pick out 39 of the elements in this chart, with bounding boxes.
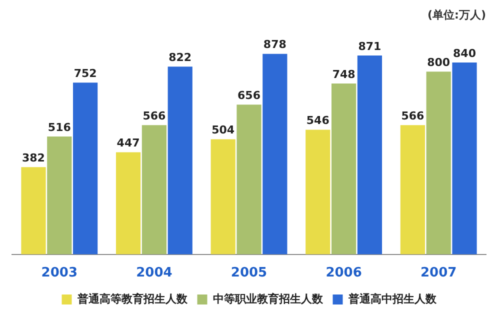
data-label: 504 <box>212 124 235 137</box>
bar <box>331 84 356 254</box>
legend-label: 普通高等教育招生人数 <box>76 292 188 306</box>
x-tick-label: 2006 <box>326 266 362 281</box>
data-label: 871 <box>358 40 382 53</box>
data-label: 800 <box>427 56 450 70</box>
x-tick-label: 2007 <box>420 266 457 281</box>
data-label: 566 <box>401 109 425 122</box>
bar <box>210 139 236 254</box>
data-label: 566 <box>142 109 166 122</box>
bar <box>400 125 425 254</box>
bar <box>357 55 382 254</box>
bar <box>47 136 72 254</box>
bar <box>236 104 262 254</box>
data-label: 748 <box>332 68 356 81</box>
data-label: 656 <box>238 88 261 102</box>
bar <box>306 130 330 254</box>
data-label: 840 <box>453 46 476 60</box>
bar <box>168 66 192 254</box>
x-tick-label: 2005 <box>230 266 268 281</box>
data-label: 546 <box>306 114 330 128</box>
data-label: 878 <box>263 38 286 52</box>
bar <box>116 152 141 254</box>
bar <box>73 82 98 254</box>
data-label: 447 <box>116 136 140 150</box>
bar <box>21 167 46 254</box>
bar <box>426 72 451 254</box>
text: (单位:万人) <box>428 8 486 22</box>
legend-label: 普通高中招生人数 <box>347 292 438 306</box>
x-tick-label: 2003 <box>41 266 78 281</box>
bar <box>452 62 477 254</box>
bar <box>142 125 167 254</box>
legend-label: 中等职业教育招生人数 <box>212 292 324 306</box>
data-label: 752 <box>74 67 97 80</box>
data-label: 822 <box>168 51 192 64</box>
bar <box>262 54 288 254</box>
data-label: 516 <box>48 120 72 134</box>
x-tick-label: 2004 <box>136 266 172 281</box>
data-label: 382 <box>22 152 45 165</box>
